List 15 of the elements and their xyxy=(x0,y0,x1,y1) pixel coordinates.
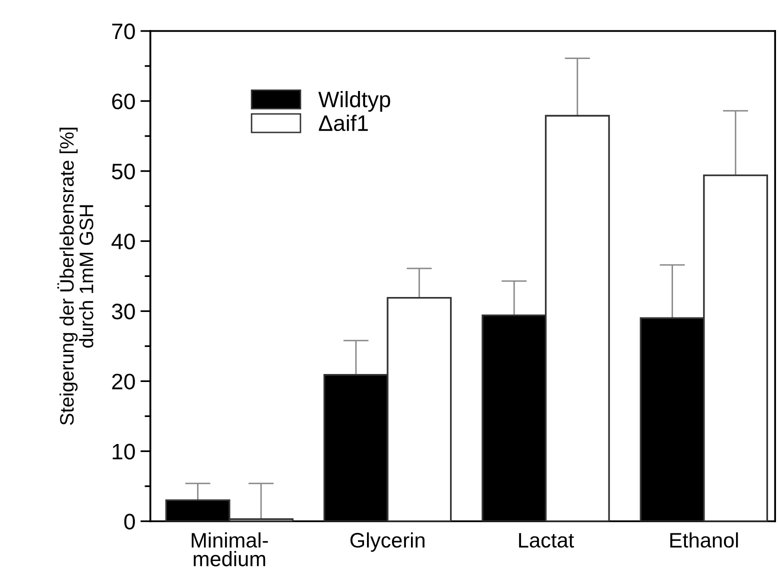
x-tick-label: Glycerin xyxy=(350,532,424,552)
legend-label: Wildtyp xyxy=(318,91,390,112)
y-axis-title: Steigerung der Überlebensrate [%] durch 1mM GSH xyxy=(57,128,94,425)
y-tick-label: 70 xyxy=(112,24,135,40)
y-tick-label: 0 xyxy=(124,514,135,530)
y-tick-label: 20 xyxy=(112,374,135,390)
y-tick-label: 50 xyxy=(112,164,135,180)
x-tick-label: Ethanol xyxy=(670,532,738,548)
y-tick-label: 60 xyxy=(112,94,135,110)
y-tick-label: 10 xyxy=(112,444,135,460)
legend-label: Δaif1 xyxy=(318,114,368,132)
x-tick-label: Minimal- medium xyxy=(192,532,268,566)
y-tick-label: 30 xyxy=(112,304,135,320)
y-tick-label: 40 xyxy=(112,234,135,250)
x-tick-label: Lactat xyxy=(519,533,574,548)
